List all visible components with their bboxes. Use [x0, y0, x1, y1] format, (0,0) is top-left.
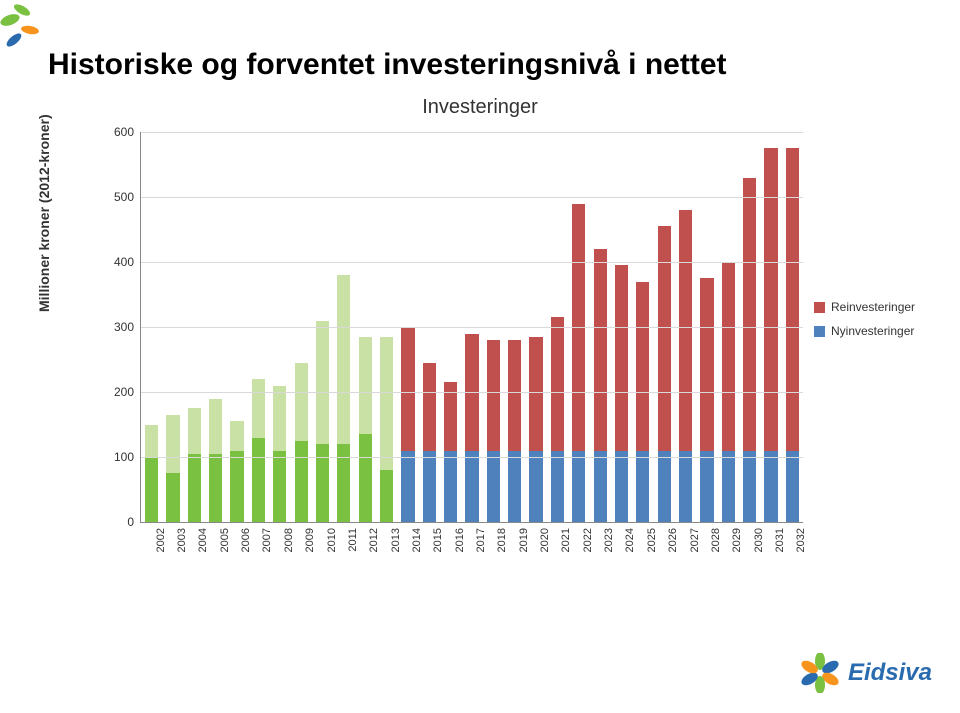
x-tick: 2013	[390, 528, 402, 552]
y-tick: 400	[102, 255, 134, 269]
x-tick: 2032	[795, 528, 807, 552]
y-tick: 600	[102, 125, 134, 139]
y-tick: 500	[102, 190, 134, 204]
x-tick: 2015	[432, 528, 444, 552]
x-tick: 2028	[710, 528, 722, 552]
brand-logo: Eidsiva	[800, 653, 932, 693]
brand-logo-icon	[800, 653, 840, 693]
brand-name: Eidsiva	[848, 659, 932, 687]
x-tick: 2026	[667, 528, 679, 552]
page-title: Historiske og forventet investeringsnivå…	[48, 48, 727, 82]
y-tick: 200	[102, 385, 134, 399]
x-tick: 2030	[753, 528, 765, 552]
legend-swatch-nyinvest	[814, 326, 825, 337]
x-tick: 2016	[454, 528, 466, 552]
x-tick: 2024	[624, 528, 636, 552]
y-tick: 300	[102, 320, 134, 334]
x-tick: 2022	[582, 528, 594, 552]
legend-label-nyinvest: Nyinvesteringer	[831, 324, 914, 338]
chart-title: Investeringer	[0, 96, 960, 119]
x-tick: 2020	[539, 528, 551, 552]
x-tick: 2008	[283, 528, 295, 552]
x-tick: 2014	[411, 528, 423, 552]
legend-swatch-reinvest	[814, 302, 825, 313]
x-tick: 2003	[176, 528, 188, 552]
x-tick: 2012	[368, 528, 380, 552]
x-tick: 2027	[689, 528, 701, 552]
legend-label-reinvest: Reinvesteringer	[831, 300, 915, 314]
x-tick: 2009	[304, 528, 316, 552]
x-tick: 2004	[197, 528, 209, 552]
plot-area	[140, 132, 803, 523]
legend-item-reinvest: Reinvesteringer	[814, 300, 915, 314]
x-tick: 2019	[518, 528, 530, 552]
x-tick: 2006	[240, 528, 252, 552]
x-tick: 2029	[731, 528, 743, 552]
x-tick: 2011	[347, 528, 359, 552]
legend: Reinvesteringer Nyinvesteringer	[814, 300, 915, 348]
x-tick: 2007	[261, 528, 273, 552]
x-tick: 2017	[475, 528, 487, 552]
x-tick: 2018	[496, 528, 508, 552]
x-tick: 2023	[603, 528, 615, 552]
x-tick: 2005	[219, 528, 231, 552]
chart: 0100200300400500600200220032004200520062…	[102, 132, 802, 542]
x-tick: 2010	[326, 528, 338, 552]
x-tick: 2002	[155, 528, 167, 552]
x-tick: 2021	[560, 528, 572, 552]
y-axis-label: Millioner kroner (2012-kroner)	[36, 114, 52, 312]
y-tick: 0	[102, 515, 134, 529]
x-tick: 2025	[646, 528, 658, 552]
y-tick: 100	[102, 450, 134, 464]
legend-item-nyinvest: Nyinvesteringer	[814, 324, 915, 338]
slide: Historiske og forventet investeringsnivå…	[0, 0, 960, 713]
x-tick: 2031	[774, 528, 786, 552]
